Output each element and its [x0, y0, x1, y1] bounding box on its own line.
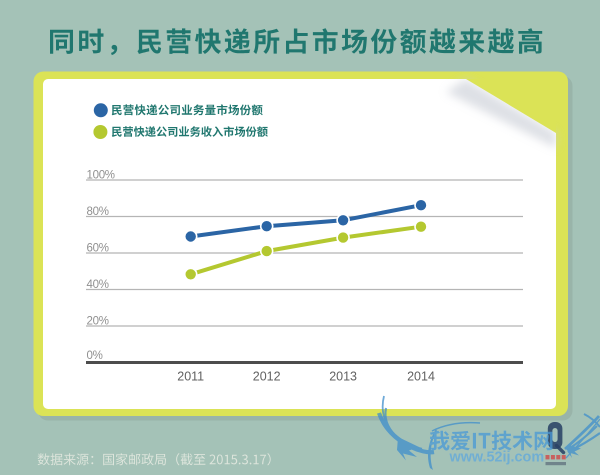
svg-text:40%: 40% [87, 279, 109, 291]
svg-text:2014: 2014 [407, 370, 435, 384]
svg-text:2013: 2013 [329, 370, 357, 384]
svg-text:2012: 2012 [253, 370, 281, 384]
svg-text:2011: 2011 [177, 370, 204, 384]
svg-text:20%: 20% [87, 316, 109, 328]
svg-text:0%: 0% [87, 350, 103, 362]
svg-text:80%: 80% [87, 206, 109, 218]
svg-text:www.52ij.com: www.52ij.com [449, 450, 545, 466]
svg-text:60%: 60% [87, 243, 109, 255]
svg-text:100%: 100% [87, 170, 115, 182]
